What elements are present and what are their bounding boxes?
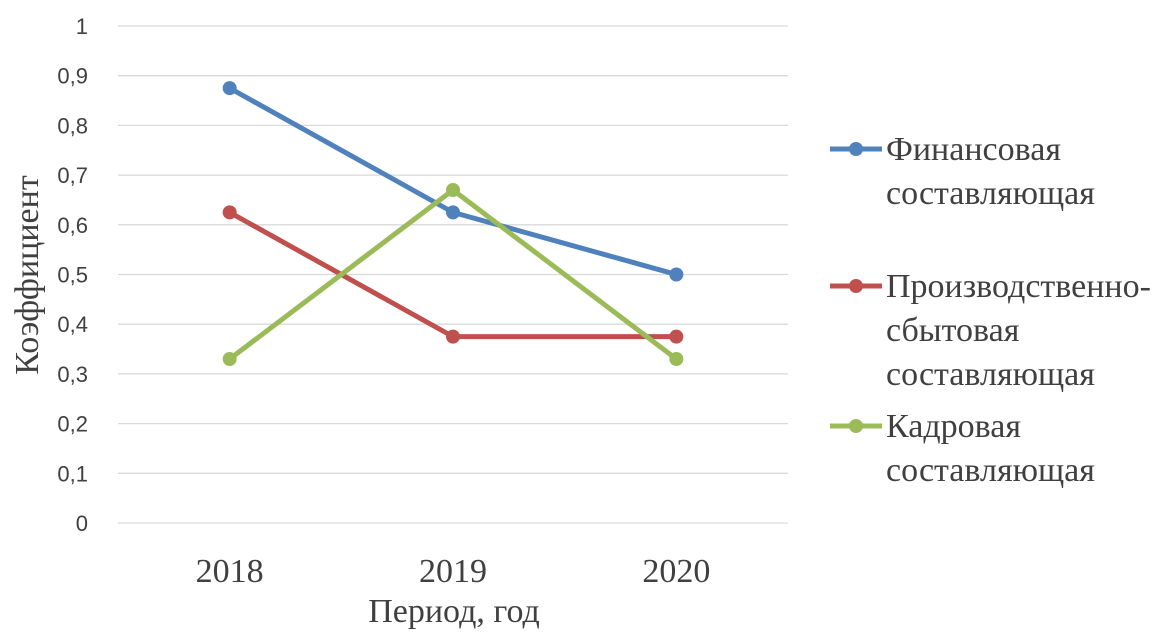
legend-label: Производственно-сбытовая составляющая [886,268,1151,393]
y-tick-label: 0,4 [57,312,88,337]
data-point [446,183,460,198]
y-tick-label: 0 [76,511,88,536]
y-axis-label: Коэффициент [9,175,46,375]
legend-entry-1: Финансовая составляющая [830,131,1095,212]
y-tick-label: 0,8 [57,113,88,138]
data-point [446,205,460,220]
y-tick-label: 1 [76,14,88,39]
data-point [669,329,684,344]
y-tick-label: 0,7 [57,163,88,188]
y-tick-label: 0,6 [57,213,88,238]
series-lines [222,81,684,366]
data-point [669,267,684,282]
y-tick-label: 0,1 [57,461,88,486]
series-2 [222,205,684,344]
data-point [669,351,684,366]
y-tick-label: 0,3 [57,362,88,387]
data-point [446,329,460,344]
data-point [222,205,237,220]
y-tick-label: 0,2 [57,412,88,437]
y-tick-label: 0,5 [57,263,88,288]
series-1 [222,81,684,282]
legend: Финансовая составляющая Производственно-сб… [830,131,1151,489]
data-point [222,81,237,96]
gridlines [118,25,788,524]
legend-marker [849,419,863,433]
series-3 [222,183,684,366]
legend-marker [849,142,863,156]
legend-marker [849,279,863,293]
legend-entry-2: Производственно-сбытовая составляющая [830,268,1151,393]
series-line [227,85,679,277]
data-point [222,351,237,366]
legend-label: Финансовая составляющая [886,131,1095,212]
x-axis-label: Период, год [368,593,540,630]
legend-label: Кадровая составляющая [886,408,1095,489]
y-tick-label: 0,9 [57,64,88,89]
y-axis-ticks: 0 0,1 0,2 0,3 0,4 0,5 0,6 0,7 0,8 0,9 1 [57,14,88,536]
x-tick-label: 2019 [419,553,487,590]
x-tick-label: 2020 [642,553,710,590]
x-axis-ticks: 2018 2019 2020 [196,553,711,590]
legend-entry-3: Кадровая составляющая [830,408,1095,489]
x-tick-label: 2018 [196,553,264,590]
